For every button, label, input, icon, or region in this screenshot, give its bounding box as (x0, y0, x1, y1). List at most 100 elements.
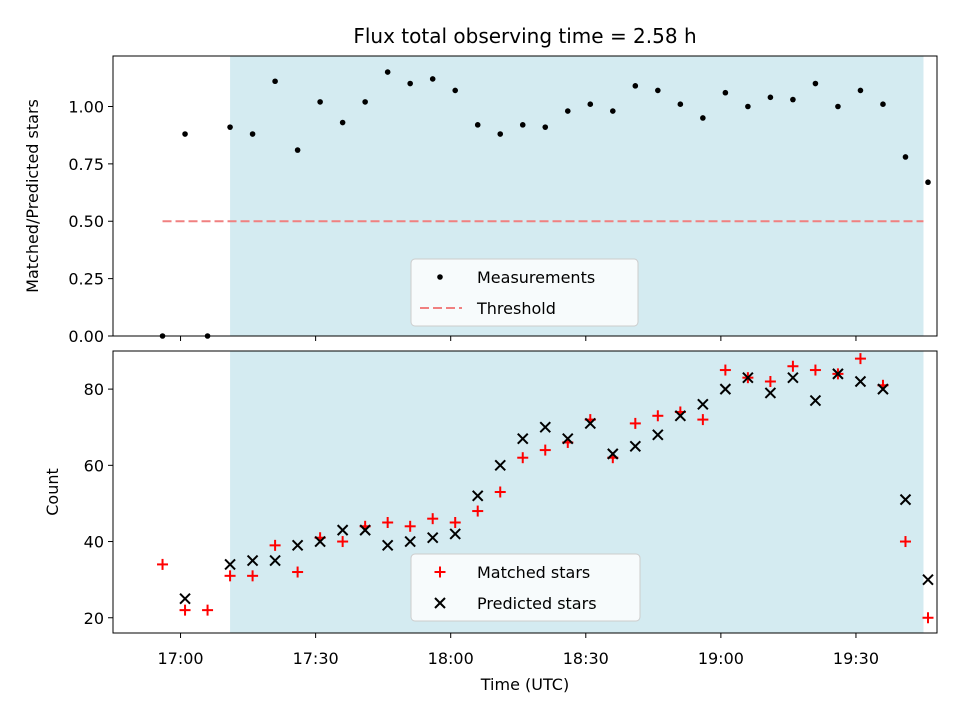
data-point (426, 532, 439, 544)
y-tick-label: 0.75 (68, 155, 104, 174)
data-point (835, 103, 841, 110)
y-tick-label: 1.00 (68, 97, 104, 116)
data-point (474, 122, 481, 128)
data-point (337, 536, 349, 548)
legend-label: Matched stars (477, 563, 590, 582)
data-point (294, 147, 301, 153)
data-point (674, 410, 687, 422)
data-point (317, 99, 323, 105)
y-tick-label: 0.50 (68, 212, 104, 231)
legend-label: Measurements (477, 268, 595, 287)
data-point (809, 364, 821, 376)
plot-frame (112, 55, 938, 337)
data-point (519, 122, 526, 128)
data-point (227, 124, 233, 130)
data-point (382, 516, 394, 528)
x-tick-label: 18:00 (428, 649, 474, 668)
x-tick-label: 17:30 (293, 649, 339, 668)
data-point (407, 80, 413, 87)
data-point (652, 429, 664, 441)
data-point (517, 432, 529, 445)
y-tick-label: 60 (84, 456, 104, 475)
data-point (587, 101, 594, 107)
data-point (629, 417, 641, 429)
data-point (632, 83, 639, 89)
data-point (832, 368, 844, 380)
x-tick-label: 17:00 (157, 649, 203, 668)
y-tick-label: 20 (84, 609, 104, 628)
data-point (880, 101, 886, 107)
data-point (202, 604, 214, 616)
data-point (497, 131, 504, 137)
data-point (764, 375, 776, 387)
data-point (677, 101, 684, 107)
data-point (564, 108, 571, 114)
data-point (449, 528, 461, 540)
count-panel: 20 40 60 80 17:00 17:30 18:00 18:30 19:00 19:30 Co… (43, 350, 938, 668)
plot-frame (112, 350, 938, 634)
data-point (339, 119, 346, 126)
x-tick-label: 19:30 (833, 649, 879, 668)
data-point (494, 459, 506, 472)
data-point (787, 371, 799, 384)
data-point (764, 387, 777, 399)
data-point (292, 566, 304, 578)
data-point (314, 535, 326, 548)
data-point (722, 89, 729, 96)
data-point (336, 524, 349, 536)
data-point (629, 440, 642, 452)
data-point (607, 448, 619, 460)
data-point (362, 99, 368, 105)
data-point (790, 96, 796, 103)
data-point (404, 535, 416, 548)
data-point (539, 421, 551, 433)
data-point (854, 353, 866, 365)
y-axis-label: Matched/Predicted stars (23, 99, 42, 293)
data-point (697, 414, 709, 426)
data-point (899, 536, 911, 548)
data-point (449, 516, 461, 528)
data-point (272, 78, 278, 85)
ratio-panel: 0.00 0.25 0.50 0.75 1.00 Matched/Predicted st… (23, 55, 938, 346)
data-point (877, 383, 889, 395)
y-tick-label: 80 (84, 380, 104, 399)
legend-marker (434, 597, 446, 609)
data-point (291, 539, 304, 552)
data-point (562, 432, 574, 445)
data-point (404, 520, 416, 532)
data-point (247, 570, 259, 582)
data-point (246, 554, 259, 567)
y-tick-label: 0.25 (68, 270, 104, 289)
data-point (767, 94, 774, 101)
data-point (652, 410, 664, 422)
data-point (742, 371, 754, 384)
data-point (452, 87, 459, 94)
data-point (381, 539, 394, 552)
data-point (269, 554, 281, 567)
data-point (269, 539, 281, 551)
data-point (584, 417, 596, 430)
data-point (249, 131, 256, 137)
data-point (922, 612, 934, 624)
data-point (472, 505, 484, 517)
legend-label: Predicted stars (477, 594, 597, 613)
legend-box (410, 553, 641, 622)
y-axis-label: Count (43, 468, 62, 516)
data-point (472, 490, 484, 502)
data-point (182, 131, 188, 137)
data-point (787, 360, 799, 372)
data-point (610, 108, 616, 114)
data-point (179, 604, 191, 616)
legend-marker (437, 274, 443, 280)
data-point (700, 115, 706, 121)
legend-marker (434, 566, 446, 578)
data-point (922, 573, 934, 586)
data-point (224, 558, 236, 571)
data-point (539, 444, 551, 456)
data-point (157, 558, 169, 570)
data-point (719, 383, 732, 395)
data-point (542, 124, 549, 130)
chart-title: Flux total observing time = 2.58 h (353, 24, 696, 48)
data-point (494, 486, 506, 498)
data-point (655, 87, 661, 94)
